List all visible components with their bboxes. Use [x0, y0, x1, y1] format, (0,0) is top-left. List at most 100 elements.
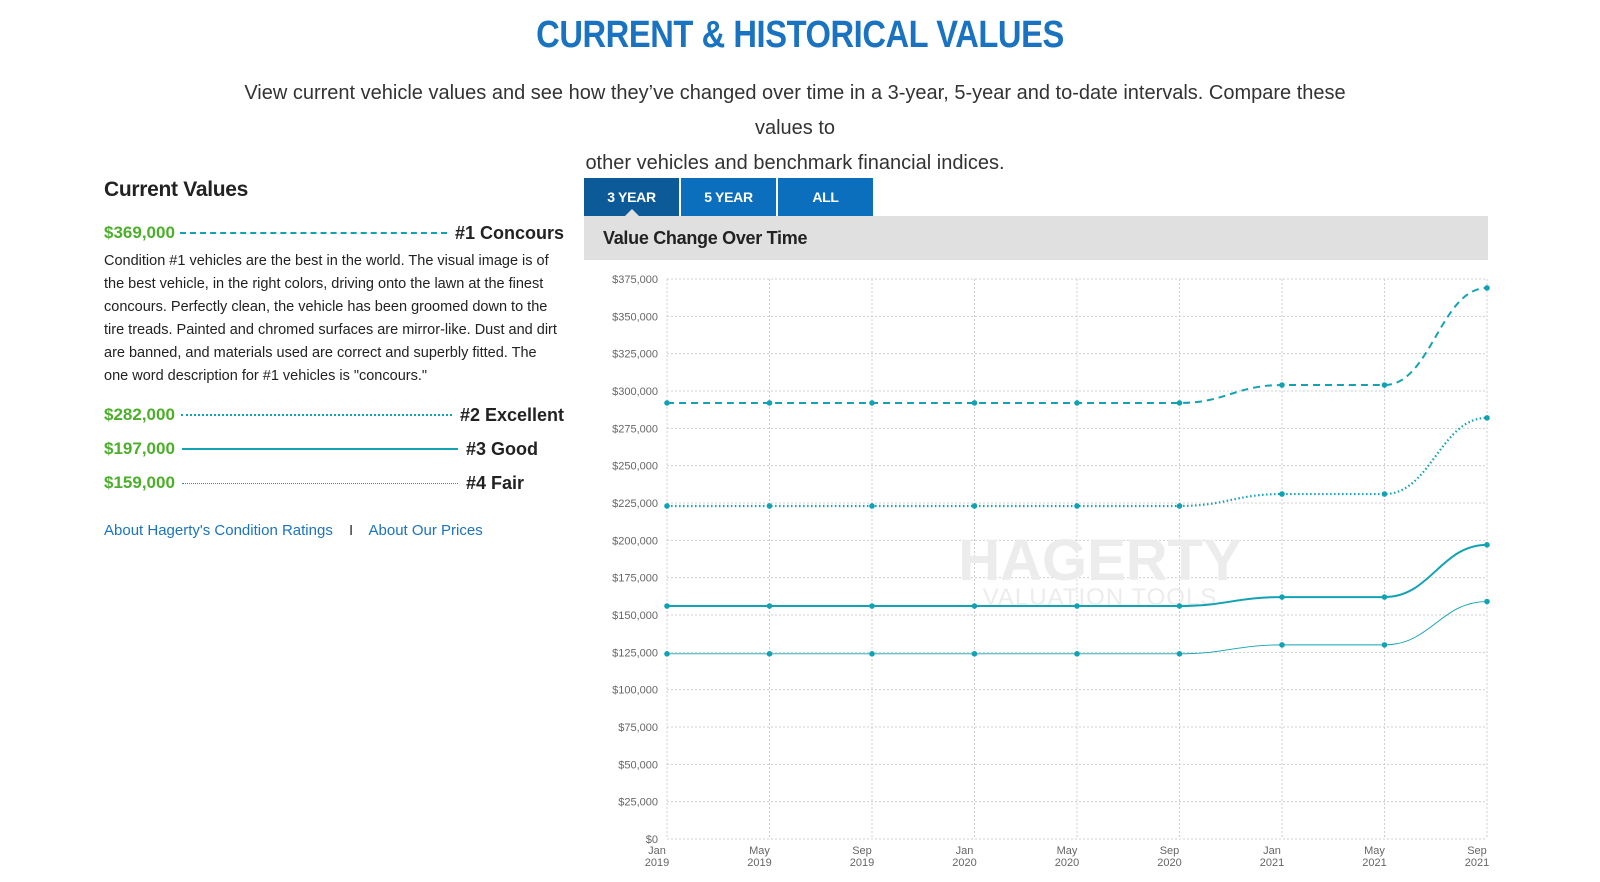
- condition-row-fair: $159,000 #4 Fair: [104, 470, 564, 496]
- condition-ratings-link[interactable]: About Hagerty's Condition Ratings: [104, 522, 333, 539]
- data-point: [971, 651, 978, 657]
- y-tick-label: $300,000: [612, 386, 658, 398]
- tab-5-year[interactable]: 5 YEAR: [681, 178, 776, 216]
- chart-header: Value Change Over Time: [584, 216, 1488, 260]
- info-links: About Hagerty's Condition Ratings I Abou…: [104, 522, 564, 539]
- y-tick-label: $350,000: [612, 311, 658, 323]
- x-tick-month: Sep: [852, 845, 872, 857]
- data-point: [664, 503, 670, 509]
- y-tick-label: $25,000: [618, 797, 658, 809]
- x-tick-month: May: [1364, 845, 1385, 857]
- price-fair: $159,000: [104, 473, 175, 492]
- range-tabs: 3 YEAR 5 YEAR ALL: [584, 178, 875, 217]
- condition-name-good: #3 Good: [466, 438, 539, 459]
- x-tick-year: 2021: [1465, 857, 1489, 869]
- data-point: [1484, 542, 1490, 548]
- page-title: CURRENT & HISTORICAL VALUES: [536, 14, 1064, 56]
- y-tick-label: $250,000: [612, 461, 658, 473]
- link-separator: I: [349, 522, 354, 539]
- x-tick-year: 2019: [645, 857, 669, 869]
- condition-row-good: $197,000 #3 Good: [104, 436, 564, 462]
- x-tick-month: Jan: [956, 845, 974, 857]
- series-line-2: [667, 416, 1488, 508]
- data-point: [1176, 651, 1183, 657]
- condition-name-fair: #4 Fair: [466, 472, 525, 493]
- data-point: [766, 400, 773, 406]
- tab-all[interactable]: ALL: [778, 178, 873, 216]
- x-tick-year: 2019: [747, 857, 771, 869]
- y-tick-label: $125,000: [612, 647, 658, 659]
- data-point: [1484, 598, 1490, 605]
- y-tick-label: $275,000: [612, 423, 658, 435]
- data-point: [1176, 503, 1183, 509]
- y-tick-label: $375,000: [612, 274, 658, 286]
- x-tick-year: 2021: [1362, 857, 1386, 869]
- data-point: [1381, 491, 1388, 497]
- x-tick-year: 2019: [850, 857, 874, 869]
- data-point: [1381, 594, 1388, 600]
- x-tick-month: Jan: [648, 845, 666, 857]
- y-tick-label: $200,000: [612, 535, 658, 547]
- data-point: [1074, 603, 1080, 609]
- condition-row-concours: $369,000 #1 Concours: [104, 220, 564, 246]
- data-point: [1279, 642, 1285, 648]
- price-excellent: $282,000: [104, 405, 175, 424]
- y-tick-label: $0: [646, 834, 658, 846]
- data-point: [766, 651, 773, 657]
- tab-3-year[interactable]: 3 YEAR: [584, 178, 679, 217]
- y-tick-label: $225,000: [612, 498, 658, 510]
- condition-name-excellent: #2 Excellent: [459, 404, 564, 425]
- data-point: [664, 603, 670, 609]
- data-point: [971, 400, 978, 406]
- data-point: [971, 603, 978, 609]
- data-point: [1279, 491, 1285, 497]
- data-point: [1279, 594, 1285, 600]
- data-point: [766, 603, 773, 609]
- watermark-logo: HAGERTY: [958, 528, 1242, 593]
- x-tick-month: Sep: [1467, 845, 1487, 857]
- x-tick-month: May: [1057, 845, 1078, 857]
- data-point: [1074, 651, 1080, 657]
- data-point: [664, 400, 670, 406]
- legend-line-dotted: [180, 414, 452, 416]
- x-tick-year: 2021: [1260, 857, 1284, 869]
- data-point: [1381, 642, 1388, 648]
- y-tick-label: $100,000: [612, 685, 658, 697]
- intro-line-1: View current vehicle values and see how …: [244, 82, 1346, 139]
- value-chart: $0 $25,000 $50,000 $75,000 $100,000 $125,000 $…: [612, 274, 1490, 869]
- y-tick-label: $325,000: [612, 349, 658, 361]
- legend-line-thin: [182, 482, 458, 484]
- legend-line-solid: [182, 448, 458, 450]
- data-point: [1074, 400, 1080, 406]
- x-tick-month: May: [749, 845, 770, 857]
- y-tick-label: $175,000: [612, 573, 658, 585]
- our-prices-link[interactable]: About Our Prices: [368, 522, 483, 539]
- data-point: [1381, 382, 1388, 388]
- condition-name-concours: #1 Concours: [454, 222, 564, 243]
- series-line-1: [667, 286, 1488, 404]
- x-tick-month: Sep: [1160, 845, 1180, 857]
- price-good: $197,000: [104, 439, 175, 458]
- data-point: [1484, 285, 1490, 291]
- data-point: [1484, 415, 1490, 421]
- data-point: [869, 603, 875, 609]
- current-values-heading: Current Values: [104, 178, 249, 201]
- y-tick-label: $75,000: [618, 722, 658, 734]
- data-point: [664, 651, 670, 657]
- x-tick-year: 2020: [1157, 857, 1181, 869]
- x-tick-year: 2020: [952, 857, 976, 869]
- data-point: [869, 400, 875, 406]
- intro-line-2: other vehicles and benchmark financial i…: [585, 152, 1005, 174]
- x-tick-year: 2020: [1055, 857, 1079, 869]
- data-point: [1074, 503, 1080, 509]
- data-point: [971, 503, 978, 509]
- condition-row-excellent: $282,000 #2 Excellent: [104, 402, 564, 428]
- condition-description: Condition #1 vehicles are the best in th…: [104, 253, 557, 384]
- data-point: [766, 503, 773, 509]
- current-values-panel: Current Values $369,000 #1 Concours Cond…: [104, 178, 564, 539]
- data-point: [1176, 603, 1183, 609]
- price-concours: $369,000: [104, 223, 175, 242]
- y-tick-label: $150,000: [612, 610, 658, 622]
- data-point: [1279, 382, 1285, 388]
- legend-line-dashed: [179, 232, 447, 234]
